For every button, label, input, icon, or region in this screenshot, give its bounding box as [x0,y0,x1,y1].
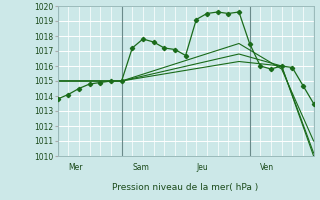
Text: Sam: Sam [132,163,149,172]
Text: Jeu: Jeu [196,163,208,172]
Text: Pression niveau de la mer( hPa ): Pression niveau de la mer( hPa ) [112,183,259,192]
Text: Mer: Mer [68,163,83,172]
Text: Ven: Ven [260,163,274,172]
